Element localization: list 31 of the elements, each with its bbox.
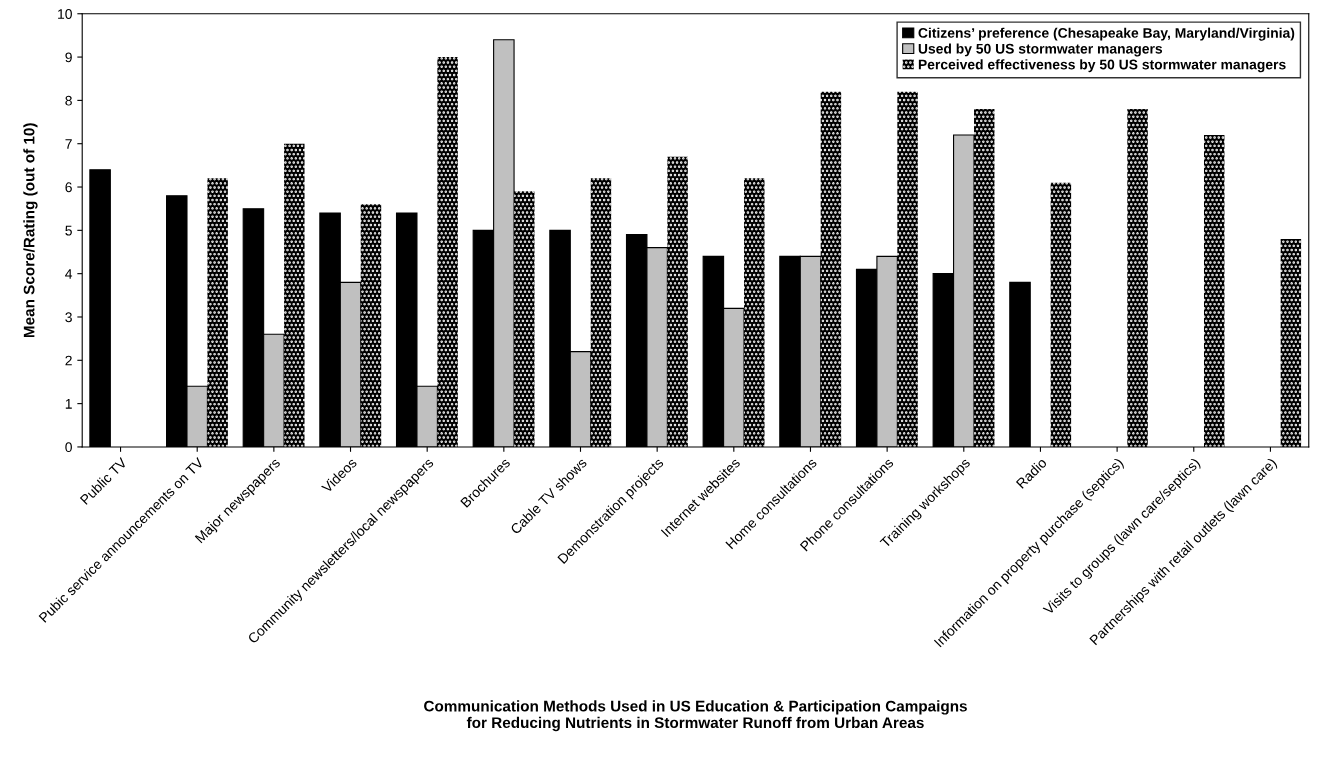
bar	[1127, 109, 1148, 447]
bar	[207, 178, 228, 447]
y-tick-label: 3	[65, 312, 72, 323]
y-tick-label: 6	[65, 182, 72, 193]
bar	[284, 143, 305, 447]
legend-label: Used by 50 US stormwater managers	[918, 43, 1163, 57]
y-tick-label: 2	[65, 355, 72, 366]
legend-label: Citizens’ preference (Chesapeake Bay, Maryland/Virginia)	[918, 27, 1295, 41]
y-tick-label: 8	[65, 95, 72, 106]
bar	[1280, 239, 1302, 447]
bar	[744, 178, 765, 447]
y-tick-label: 10	[58, 9, 72, 19]
bar	[820, 91, 842, 447]
bar	[1050, 182, 1072, 447]
bar	[974, 109, 995, 447]
bar	[437, 57, 458, 447]
bar	[667, 156, 688, 447]
x-axis-title: Communication Methods Used in US Education & Participation Campaigns for Reducing Nutrients in Stormwater Runoff from Urban Areas	[424, 700, 967, 732]
y-axis-title: Mean Score/Rating (out of 10)	[23, 123, 38, 338]
bar	[590, 178, 612, 447]
y-tick-label: 9	[65, 52, 72, 63]
bar	[514, 191, 535, 447]
y-tick-label: 1	[65, 399, 72, 409]
y-tick-label: 5	[65, 225, 72, 236]
bar	[1203, 135, 1225, 447]
y-tick-label: 0	[65, 442, 72, 453]
bar	[360, 204, 382, 447]
y-tick-label: 7	[65, 139, 72, 149]
bar	[897, 91, 918, 447]
legend-label: Perceived effectiveness by 50 US stormwater managers	[918, 59, 1286, 73]
y-tick-label: 4	[65, 269, 73, 279]
